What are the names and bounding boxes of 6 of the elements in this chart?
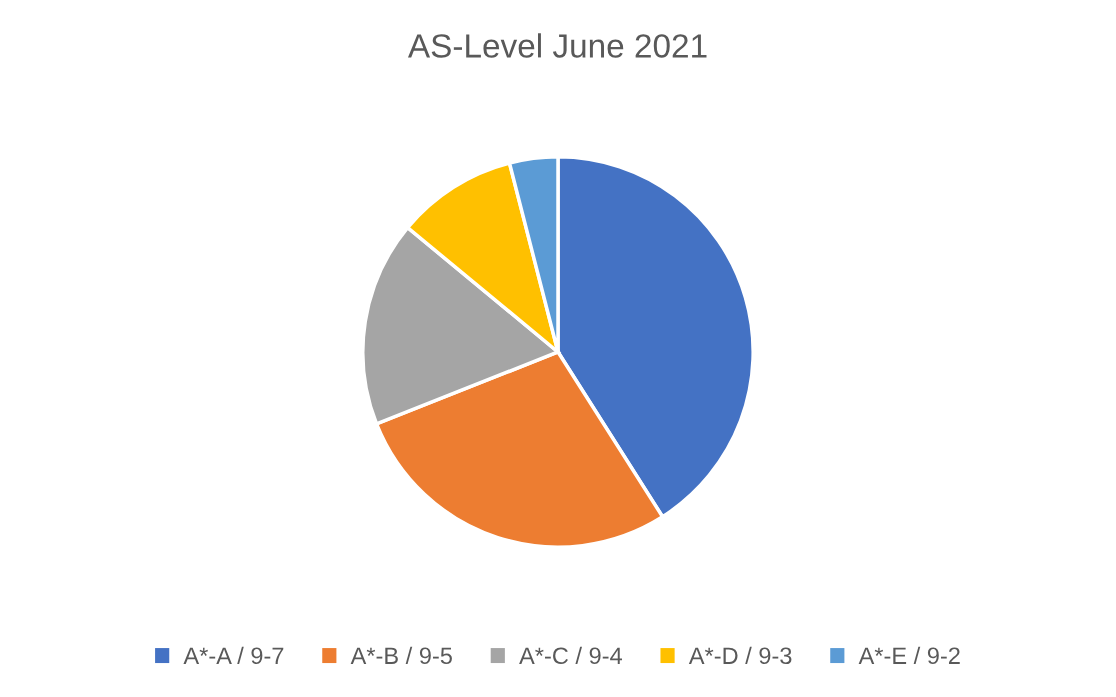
legend-label: A*-D / 9-3 [688, 646, 792, 665]
chart-title: AS-Level June 2021 [407, 33, 707, 58]
legend-label: A*-B / 9-5 [350, 646, 452, 665]
legend-label: A*-E / 9-2 [858, 646, 960, 665]
legend-label: A*-A / 9-7 [183, 646, 284, 665]
legend-label: A*-C / 9-4 [519, 646, 622, 665]
